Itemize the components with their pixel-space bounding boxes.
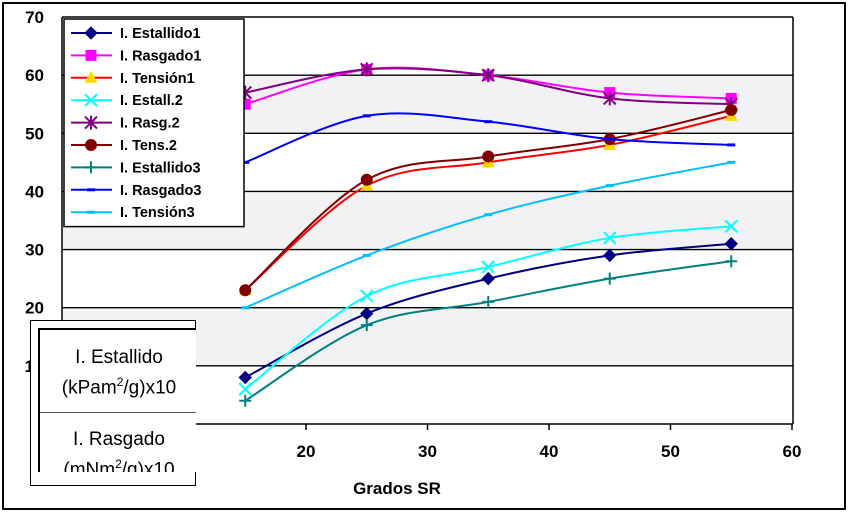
legend-label: I. Estallido3 [120,160,201,176]
units-estallido-unit-a: (kPam [61,377,117,399]
x-tick-label: 30 [418,442,437,461]
units-rasgado-unit-b: /g)x10 [121,459,175,472]
y-tick-label: 40 [25,182,44,201]
data-point [360,319,373,332]
units-estallido: I. Estallido (kPam2/g)x10 [40,346,196,400]
data-point [238,382,252,396]
units-rasgado: I. Rasgado (mNm2/g)x10 [40,428,196,472]
units-rasgado-unit-a: (mNm [63,459,116,472]
data-point [481,271,495,286]
data-point [239,394,252,407]
series-lines [238,62,738,407]
series-i-tens-2 [239,104,738,297]
units-estallido-unit-b: /g)x10 [123,377,177,399]
data-point [239,98,251,110]
data-point [603,231,617,245]
data-point [484,213,493,217]
series-i-estallido3 [239,255,738,407]
data-point [727,160,736,164]
x-tick-label: 20 [297,442,316,461]
data-point [482,150,495,163]
legend-swatch-marker [84,70,98,83]
y-tick-label: 30 [25,241,44,260]
legend-swatch-marker [85,139,97,151]
legend-swatch-marker [84,115,98,130]
data-point [360,62,374,77]
data-point [481,260,495,274]
x-tick-label: 50 [661,442,680,461]
units-estallido-sup: 2 [116,375,124,389]
legend-label: I. Rasgado3 [120,183,201,199]
x-axis-label: Grados SR [353,479,441,498]
y-tick-label: 20 [25,299,44,318]
legend-swatch-marker [85,161,97,174]
legend-entry: I. Tens.2 [71,138,177,154]
legend-swatch-marker [87,210,95,214]
data-point [603,248,617,263]
legend-swatch-marker [84,26,98,40]
data-point [603,91,617,106]
units-rasgado-label: I. Rasgado [73,429,165,450]
data-point [360,173,373,186]
data-point [484,120,493,124]
units-rasgado-sup: 2 [115,457,122,471]
legend-label: I. Estall.2 [120,93,183,109]
legend-entry: I. Rasgado3 [71,183,201,199]
data-point [605,137,614,141]
legend-label: I. Tens.2 [120,138,177,154]
data-point [360,289,374,303]
data-point [725,255,738,268]
units-divider [40,412,196,413]
series-i-rasgado3 [241,112,736,164]
y-tick-label: 1 [25,357,34,376]
legend-label: I. Tensión3 [120,205,195,221]
data-point [239,284,252,297]
data-point [482,295,495,308]
legend-entry: I. Rasgado1 [71,48,201,64]
legend-entry: I. Estallido3 [71,160,201,176]
data-point [241,160,250,164]
legend-label: I. Rasg.2 [120,116,180,132]
legend-entry: I. Tensión1 [71,70,195,87]
y-tick-label: 60 [25,66,44,85]
y-tick-label: 50 [25,124,44,143]
legend-label: I. Rasgado1 [120,48,201,64]
data-point [362,114,371,118]
legend-swatch-marker [84,93,98,107]
data-point [241,306,250,310]
x-tick-label: 60 [783,442,802,461]
data-point [725,104,738,117]
data-point [238,370,252,385]
y-tick-labels: 20 30 40 50 60 70 1 [25,8,44,376]
x-tick-label: 40 [540,442,559,461]
units-estallido-label: I. Estallido [75,347,163,368]
data-point [605,184,614,188]
legend-entry: I. Tensión3 [71,205,195,221]
series-i-estallido1 [238,237,738,385]
legend-swatch-marker [85,49,97,61]
units-box: I. Estallido (kPam2/g)x10 I. Rasgado (mN… [38,328,196,472]
data-point [727,143,736,147]
legend-label: I. Estallido1 [120,26,201,42]
data-point [481,68,495,83]
data-point [603,272,616,285]
x-tick-labels: 20 30 40 50 60 [297,442,802,461]
legend-entry: I. Rasg.2 [71,116,180,132]
legend-entry: I. Estallido1 [71,26,201,42]
legend-swatch-marker [87,188,95,192]
legend: I. Estallido1 I. Rasgado1 I. Tensión1 I. Es… [63,18,245,228]
data-point [724,219,738,234]
series-i-estall-2 [238,219,738,396]
legend-entry: I. Estall.2 [71,93,183,109]
y-tick-label: 70 [25,8,44,27]
series-i-tensi-n3 [241,160,736,310]
data-point [362,253,371,257]
legend-label: I. Tensión1 [120,71,195,87]
data-point [724,237,738,251]
